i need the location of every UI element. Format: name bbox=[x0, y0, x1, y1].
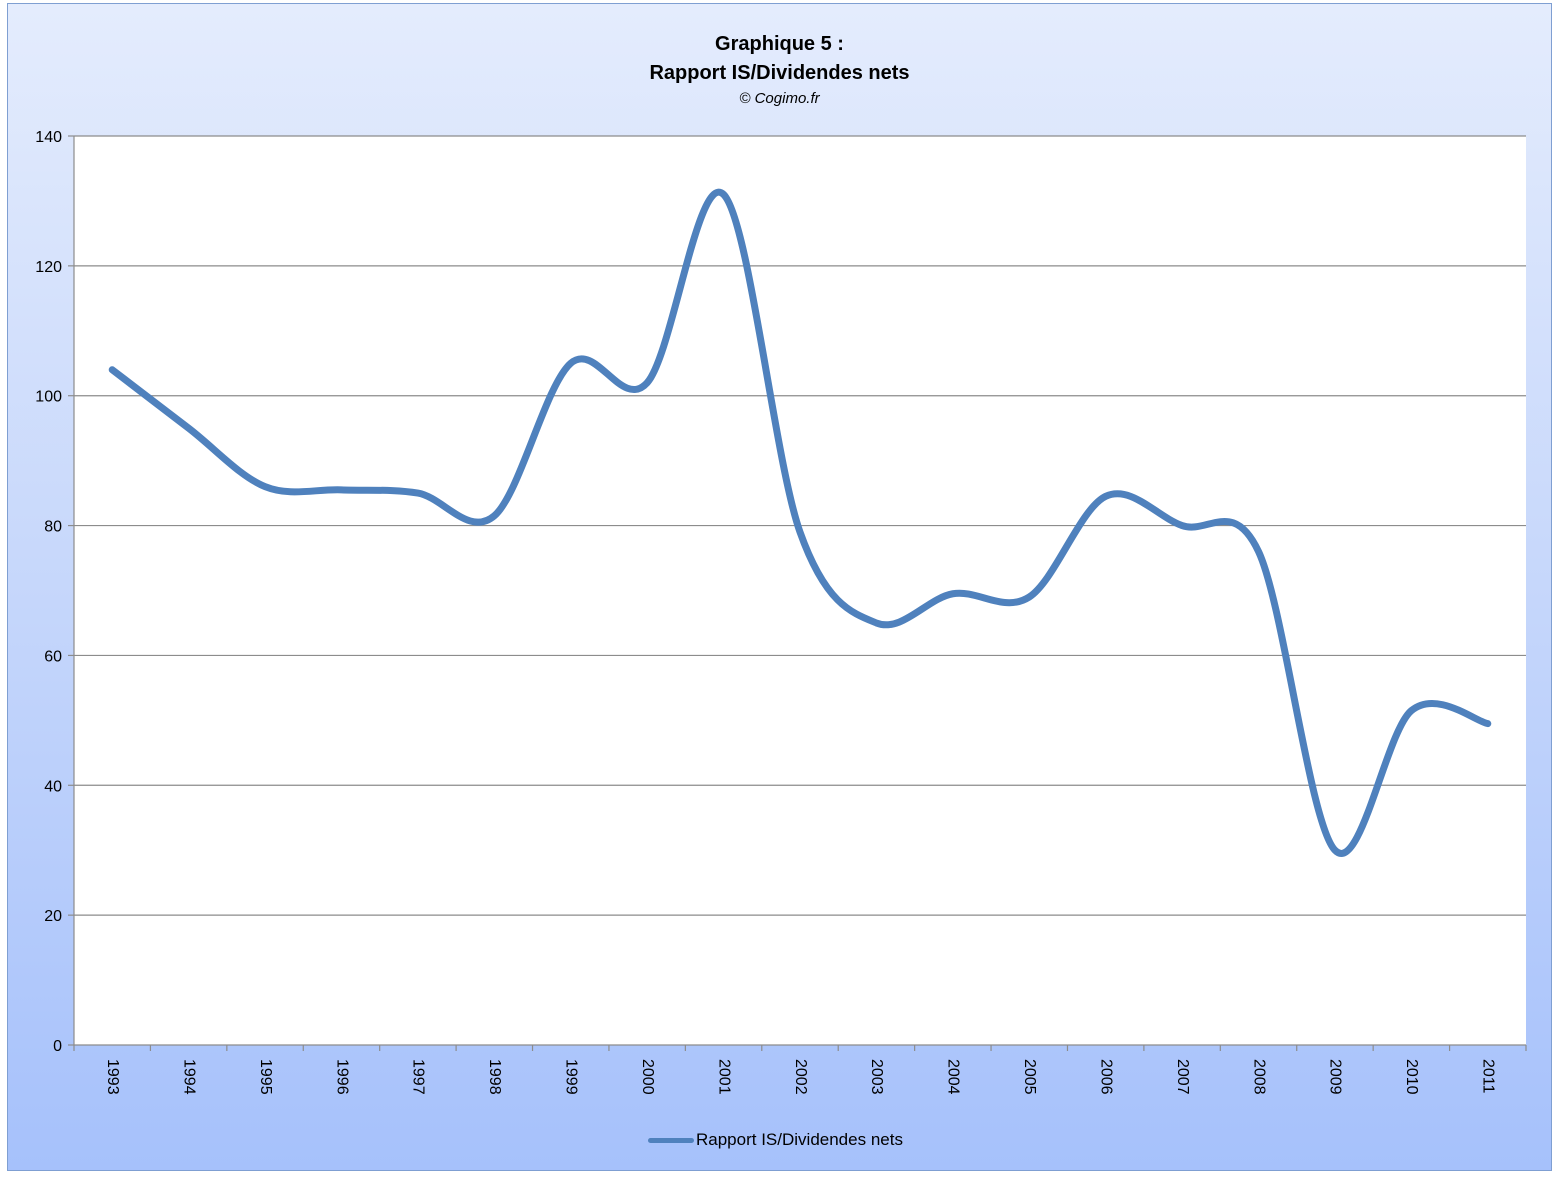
x-tick-label: 2007 bbox=[1174, 1059, 1191, 1095]
x-tick-label: 1996 bbox=[333, 1059, 350, 1095]
line-chart: 0 20 40 60 80 100 120 140 1993 1994 1995 1996 1997 19… bbox=[35, 129, 1527, 1095]
y-tick-label: 120 bbox=[35, 259, 62, 276]
legend: Rapport IS/Dividendes nets bbox=[648, 1128, 903, 1152]
x-tick-label: 2000 bbox=[639, 1059, 656, 1095]
plot-area bbox=[74, 136, 1526, 1045]
x-tick-label: 2003 bbox=[868, 1059, 885, 1095]
y-tick-label: 40 bbox=[44, 778, 62, 795]
y-tick-label: 0 bbox=[53, 1038, 62, 1055]
series-line bbox=[108, 188, 1492, 857]
chart-subtitle: Rapport IS/Dividendes nets bbox=[649, 62, 910, 84]
x-tick-label: 2006 bbox=[1097, 1059, 1114, 1095]
x-tick-label: 1994 bbox=[180, 1059, 197, 1095]
chart-credit: © Cogimo.fr bbox=[739, 90, 820, 107]
y-tick-label: 80 bbox=[44, 519, 62, 536]
legend-label: Rapport IS/Dividendes nets bbox=[696, 1130, 903, 1149]
x-tick-label: 2010 bbox=[1403, 1059, 1420, 1095]
x-tick-label: 1998 bbox=[486, 1059, 503, 1095]
x-tick-label: 1997 bbox=[410, 1059, 427, 1095]
chart-title: Graphique 5 : bbox=[715, 33, 844, 55]
x-tick-label: 2009 bbox=[1327, 1059, 1344, 1095]
y-tick-label: 100 bbox=[35, 389, 62, 406]
chart-title-block: Graphique 5 : Rapport IS/Dividendes nets… bbox=[8, 30, 1551, 110]
y-tick-label: 20 bbox=[44, 908, 62, 925]
x-tick-label: 2011 bbox=[1480, 1059, 1497, 1094]
x-tick-label: 2008 bbox=[1250, 1059, 1267, 1095]
legend-swatch bbox=[648, 1137, 694, 1143]
x-tick-label: 1999 bbox=[563, 1059, 580, 1095]
y-tick-label: 140 bbox=[35, 129, 62, 146]
x-tick-label: 2004 bbox=[945, 1059, 962, 1095]
y-tick-label: 60 bbox=[44, 648, 62, 665]
x-tick-label: 2001 bbox=[715, 1059, 732, 1095]
x-tick-label: 1993 bbox=[104, 1059, 121, 1095]
chart-frame: Graphique 5 : Rapport IS/Dividendes nets… bbox=[7, 3, 1552, 1171]
x-tick-label: 2002 bbox=[792, 1059, 809, 1095]
x-tick-label: 1995 bbox=[257, 1059, 274, 1095]
x-tick-label: 2005 bbox=[1021, 1059, 1038, 1095]
